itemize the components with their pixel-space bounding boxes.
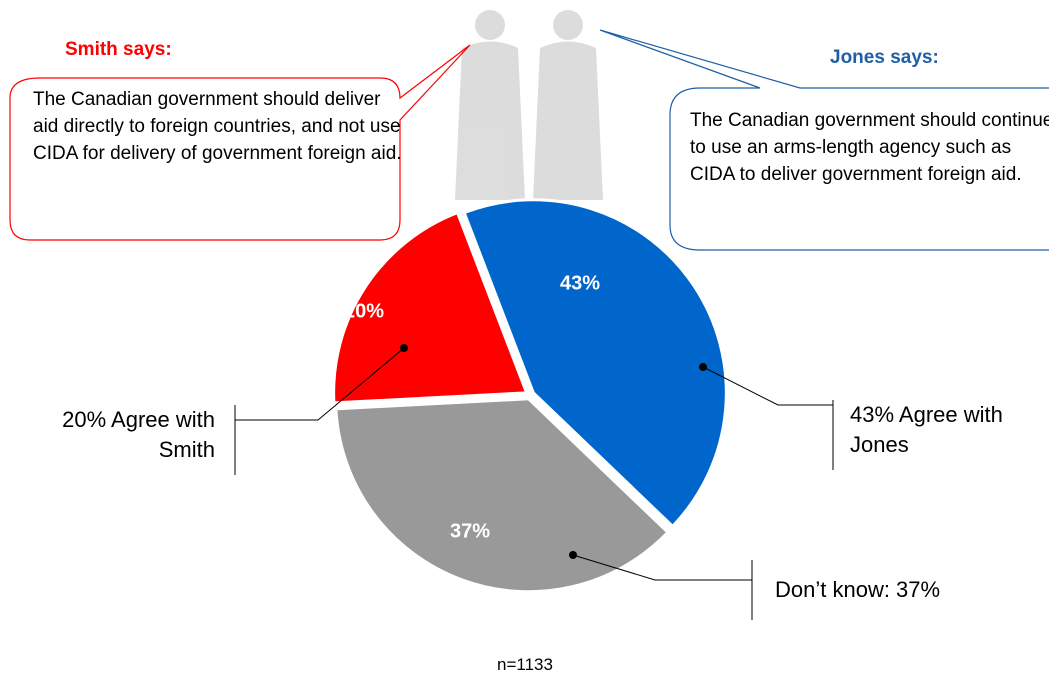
value-label: 37%: [450, 520, 490, 542]
leader-line: [572, 554, 752, 581]
category-label: 20% Agree with Smith: [62, 407, 215, 462]
leader-dot: [400, 344, 408, 352]
smith-bubble: [9, 44, 471, 241]
people-illustration: [455, 10, 603, 200]
pie-slice: [332, 210, 529, 405]
smith-text: The Canadian government should deliver a…: [33, 89, 402, 164]
pie-slice: [334, 397, 671, 594]
pie-slice: [462, 198, 728, 529]
category-label: Don’t know: 37%: [775, 577, 941, 602]
value-label: 20%: [344, 300, 384, 322]
footnote: n=1133: [497, 655, 553, 674]
jones-text: The Canadian government should continue …: [690, 110, 1049, 185]
leader-dot: [699, 363, 707, 371]
leader-line: [702, 366, 833, 406]
leader-dot: [569, 551, 577, 559]
leader-line: [235, 347, 405, 421]
value-label: 43%: [560, 272, 600, 294]
jones-title: Jones says:: [830, 47, 939, 68]
category-label: 43% Agree with Jones: [850, 402, 1003, 457]
jones-bubble: [599, 29, 1049, 251]
smith-title: Smith says:: [65, 39, 172, 60]
